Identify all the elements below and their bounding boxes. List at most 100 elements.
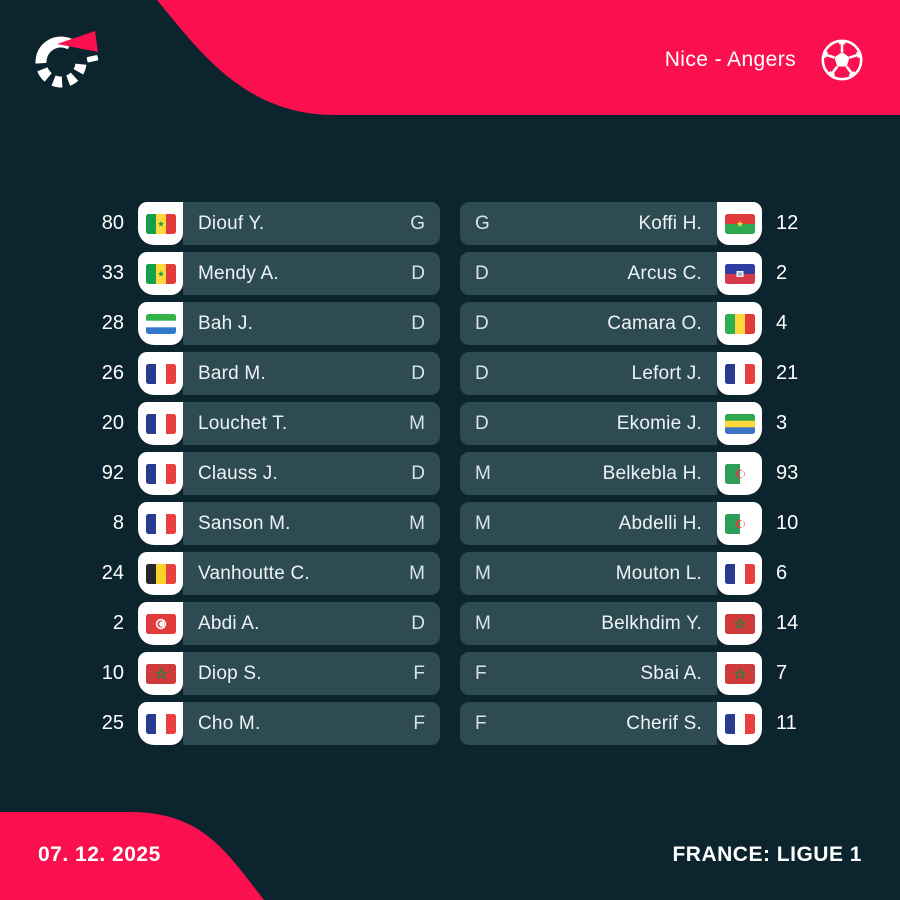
position-letter: M <box>475 612 491 634</box>
match-date: 07. 12. 2025 <box>38 843 161 866</box>
flag-tab <box>138 602 183 645</box>
france-flag-icon <box>724 563 755 584</box>
flashscore-logo-icon <box>35 31 99 88</box>
flag-tab <box>138 652 183 695</box>
player-name: Lefort J. <box>631 362 702 384</box>
france-flag-icon <box>145 713 176 734</box>
player-name: Bard M. <box>198 362 266 384</box>
flag-tab <box>138 702 183 745</box>
player-name: Mendy A. <box>198 262 279 284</box>
flag-tab <box>717 252 762 295</box>
haiti-flag-icon <box>724 263 755 284</box>
player-name: Belkhdim Y. <box>601 612 702 634</box>
player-pill-body: Vanhoutte C. M <box>183 552 440 595</box>
player-pill[interactable]: D Camara O. <box>460 302 762 345</box>
footer-swoosh <box>0 812 264 900</box>
player-pill[interactable]: M Abdelli H. <box>460 502 762 545</box>
algeria-flag-icon <box>724 513 755 534</box>
position-letter: F <box>413 712 425 734</box>
morocco-flag-icon <box>724 613 755 634</box>
shirt-number: 2 <box>112 612 124 634</box>
player-row: G Koffi H. 12 <box>460 202 816 245</box>
player-pill[interactable]: D Arcus C. <box>460 252 762 295</box>
position-letter: G <box>475 212 490 234</box>
player-row: M Belkhdim Y. 14 <box>460 602 816 645</box>
position-letter: D <box>475 412 489 434</box>
shirt-number: 10 <box>776 512 799 534</box>
player-pill[interactable]: Cho M. F <box>138 702 440 745</box>
player-pill[interactable]: G Koffi H. <box>460 202 762 245</box>
position-letter: F <box>475 712 487 734</box>
player-pill[interactable]: M Mouton L. <box>460 552 762 595</box>
flag-tab <box>138 502 183 545</box>
player-pill[interactable]: Clauss J. D <box>138 452 440 495</box>
player-name: Koffi H. <box>638 212 702 234</box>
player-pill-body: F Sbai A. <box>460 652 717 695</box>
home-lineup-column: 80 Diouf Y. G 33 Mendy A. D 28 Bah J. D 26 Bar… <box>84 202 440 745</box>
player-name: Vanhoutte C. <box>198 562 310 584</box>
player-pill[interactable]: M Belkebla H. <box>460 452 762 495</box>
position-letter: D <box>475 262 489 284</box>
shirt-number: 6 <box>776 562 788 584</box>
match-title: Nice - Angers <box>664 48 796 71</box>
player-pill[interactable]: M Belkhdim Y. <box>460 602 762 645</box>
position-letter: G <box>410 212 425 234</box>
sierra-leone-flag-icon <box>145 313 176 334</box>
player-pill[interactable]: Sanson M. M <box>138 502 440 545</box>
algeria-flag-icon <box>724 463 755 484</box>
morocco-flag-icon <box>145 663 176 684</box>
player-name: Louchet T. <box>198 412 288 434</box>
player-pill[interactable]: Vanhoutte C. M <box>138 552 440 595</box>
player-pill[interactable]: D Lefort J. <box>460 352 762 395</box>
player-name: Clauss J. <box>198 462 278 484</box>
player-row: F Cherif S. 11 <box>460 702 816 745</box>
flag-tab <box>717 702 762 745</box>
player-pill-body: Cho M. F <box>183 702 440 745</box>
player-pill[interactable]: Bard M. D <box>138 352 440 395</box>
player-name: Camara O. <box>607 312 702 334</box>
player-pill[interactable]: Bah J. D <box>138 302 440 345</box>
player-pill-body: Louchet T. M <box>183 402 440 445</box>
shirt-number: 2 <box>776 262 788 284</box>
shirt-number: 24 <box>101 562 124 584</box>
shirt-number: 25 <box>101 712 124 734</box>
tunisia-flag-icon <box>145 613 176 634</box>
player-name: Bah J. <box>198 312 254 334</box>
player-row: 80 Diouf Y. G <box>84 202 440 245</box>
flag-tab <box>138 252 183 295</box>
flag-tab <box>717 202 762 245</box>
position-letter: M <box>409 412 425 434</box>
position-letter: D <box>411 362 425 384</box>
player-pill-body: D Camara O. <box>460 302 717 345</box>
header-swoosh <box>157 0 900 115</box>
shirt-number: 3 <box>776 412 788 434</box>
player-pill[interactable]: Diop S. F <box>138 652 440 695</box>
player-pill-body: Mendy A. D <box>183 252 440 295</box>
player-pill-body: G Koffi H. <box>460 202 717 245</box>
header: Nice - Angers <box>665 38 864 82</box>
shirt-number: 11 <box>776 712 797 734</box>
position-letter: D <box>475 312 489 334</box>
player-pill-body: M Belkebla H. <box>460 452 717 495</box>
player-pill[interactable]: Mendy A. D <box>138 252 440 295</box>
lineups: 80 Diouf Y. G 33 Mendy A. D 28 Bah J. D 26 Bar… <box>84 202 816 745</box>
shirt-number: 80 <box>101 212 124 234</box>
player-row: M Mouton L. 6 <box>460 552 816 595</box>
mali-flag-icon <box>724 313 755 334</box>
player-row: M Abdelli H. 10 <box>460 502 816 545</box>
shirt-number: 92 <box>101 462 124 484</box>
france-flag-icon <box>145 363 176 384</box>
player-name: Mouton L. <box>615 562 702 584</box>
player-pill[interactable]: Abdi A. D <box>138 602 440 645</box>
player-row: 8 Sanson M. M <box>84 502 440 545</box>
player-row: 24 Vanhoutte C. M <box>84 552 440 595</box>
position-letter: D <box>411 612 425 634</box>
player-pill-body: D Ekomie J. <box>460 402 717 445</box>
player-pill[interactable]: Diouf Y. G <box>138 202 440 245</box>
player-row: F Sbai A. 7 <box>460 652 816 695</box>
flag-tab <box>138 552 183 595</box>
player-pill[interactable]: D Ekomie J. <box>460 402 762 445</box>
player-pill[interactable]: Louchet T. M <box>138 402 440 445</box>
player-pill[interactable]: F Cherif S. <box>460 702 762 745</box>
player-pill[interactable]: F Sbai A. <box>460 652 762 695</box>
